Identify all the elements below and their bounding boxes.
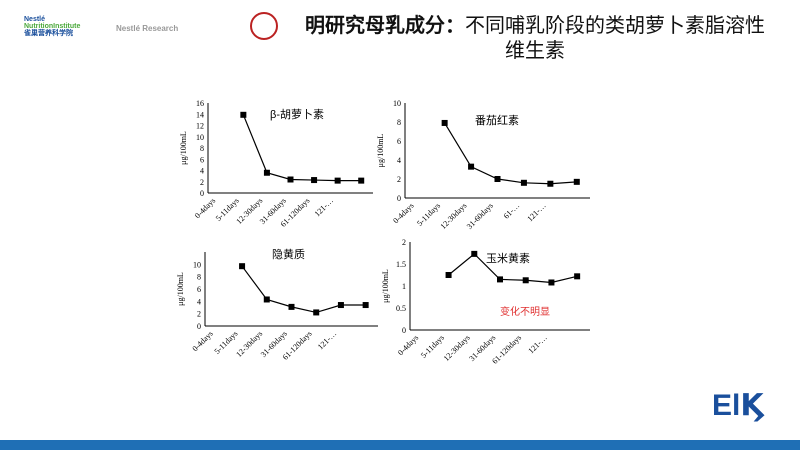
y-tick-label: 8 [200, 144, 204, 153]
chart-4: 00.511.520-4days5-11days12-30days31-60da… [381, 238, 590, 366]
x-tick-label: 121-… [526, 333, 548, 355]
data-point [548, 279, 555, 286]
data-point [288, 303, 295, 310]
y-tick-label: 14 [196, 110, 204, 119]
x-tick-label: 0-4days [396, 333, 420, 357]
data-point [497, 276, 503, 283]
series-line [241, 265, 366, 314]
data-point [313, 309, 320, 316]
y-tick-label: 6 [397, 137, 401, 146]
x-tick-label: 31-60days [465, 201, 495, 231]
y-tick-label: 4 [397, 156, 401, 165]
y-tick-label: 2 [197, 310, 201, 319]
data-point [358, 177, 365, 184]
y-tick-label: 8 [197, 273, 201, 282]
data-point [573, 178, 580, 185]
y-tick-label: 6 [200, 155, 204, 164]
data-point [494, 176, 501, 182]
chart-title: 番茄红素 [475, 113, 519, 127]
x-tick-label: 12-30days [442, 333, 472, 363]
series-line [448, 253, 578, 284]
data-point [574, 273, 581, 280]
data-point [468, 163, 475, 170]
data-point [522, 277, 529, 284]
y-tick-label: 4 [200, 167, 204, 176]
y-tick-label: 0.5 [396, 304, 406, 313]
x-tick-label: 12-30days [439, 201, 469, 231]
y-tick-label: 1 [402, 282, 406, 291]
y-tick-label: 1.5 [396, 260, 406, 269]
chart-3: 02468100-4days5-11days12-30days31-60days… [176, 247, 378, 362]
y-tick-label: 4 [197, 297, 201, 306]
y-tick-label: 0 [197, 322, 201, 331]
data-point [547, 180, 554, 187]
series-line [444, 122, 577, 185]
y-tick-label: 10 [393, 99, 401, 108]
data-point [471, 250, 478, 257]
y-tick-label: 0 [200, 189, 204, 198]
y-tick-label: 8 [397, 118, 401, 127]
data-point [287, 176, 294, 183]
y-tick-label: 2 [397, 175, 401, 184]
y-tick-label: 12 [196, 122, 204, 131]
data-point [263, 169, 270, 176]
data-point [311, 177, 318, 184]
data-point [441, 119, 448, 126]
x-tick-label: 0-4days [190, 329, 214, 353]
y-tick-label: 16 [196, 99, 204, 108]
chart-1: 02468101214160-4days5-11days12-30days31-… [179, 99, 373, 229]
data-point [445, 272, 452, 278]
nestle-research-logo: Nestlé Research [116, 24, 179, 33]
x-tick-label: 121-… [316, 329, 338, 351]
data-point [520, 179, 527, 186]
y-tick-label: 6 [197, 285, 201, 294]
chart-title: 隐黄质 [272, 247, 305, 261]
y-tick-label: 10 [196, 133, 204, 142]
x-tick-label: 121-… [313, 196, 335, 218]
y-axis-label: μg/100mL [179, 131, 188, 165]
data-point [362, 302, 369, 309]
data-point [337, 302, 344, 309]
y-tick-label: 0 [402, 326, 406, 335]
chart-title: β-胡萝卜素 [270, 107, 324, 121]
y-axis-label: μg/100mL [381, 269, 390, 303]
x-tick-label: 61-… [502, 201, 522, 221]
y-tick-label: 2 [200, 178, 204, 187]
corner-logo: ΕlϏ [712, 389, 764, 422]
y-axis-label: μg/100mL [376, 134, 385, 168]
data-point [334, 177, 341, 184]
y-tick-label: 0 [397, 194, 401, 203]
university-seal-logo [250, 12, 278, 40]
nestle-nutrition-institute-logo: Nestlé NutritionInstitute 雀巢营养科学院 [24, 16, 81, 37]
slide-title: 明研究母乳成分：不同哺乳阶段的类胡萝卜素脂溶性维生素 [305, 15, 765, 62]
y-axis-label: μg/100mL [176, 272, 185, 306]
annotation: 变化不明显 [500, 305, 550, 318]
chart-title: 玉米黄素 [486, 251, 530, 265]
y-tick-label: 2 [402, 238, 406, 247]
data-point [239, 263, 246, 270]
series-line [242, 114, 362, 182]
y-tick-label: 10 [193, 260, 201, 269]
x-tick-label: 0-4days [391, 201, 415, 225]
data-point [263, 296, 270, 303]
footer-bar [0, 440, 800, 450]
data-point [240, 111, 247, 118]
x-tick-label: 121-… [525, 201, 547, 223]
